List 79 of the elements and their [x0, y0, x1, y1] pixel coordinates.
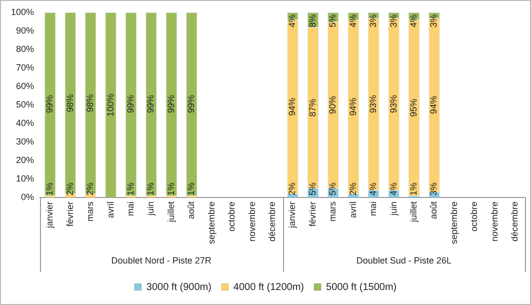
data-label: 94% — [428, 96, 439, 114]
x-tick-label: octobre — [469, 201, 480, 232]
x-tick-label: septembre — [206, 201, 216, 244]
y-tick-label: 0% — [21, 192, 34, 202]
data-label: 2% — [64, 182, 75, 196]
y-tick-label: 50% — [16, 99, 34, 110]
x-tick-label: février — [307, 201, 318, 226]
data-label: 2% — [287, 182, 298, 196]
data-label: 90% — [328, 96, 338, 114]
data-label: 94% — [348, 98, 358, 116]
data-label: 99% — [125, 95, 136, 114]
data-label: 4% — [368, 182, 378, 196]
x-tick-label: août — [186, 200, 196, 220]
y-tick-label: 80% — [16, 44, 34, 54]
x-tick-label: février — [64, 201, 75, 226]
data-label: 87% — [307, 98, 318, 117]
data-label: 100% — [105, 93, 116, 116]
data-label: 5% — [307, 182, 318, 196]
data-label: 98% — [64, 94, 75, 112]
x-tick-label: octobre — [226, 201, 237, 232]
data-label: 8% — [307, 14, 318, 28]
y-tick-label: 10% — [16, 173, 34, 184]
x-tick-label: avril — [105, 201, 116, 218]
data-label: 4% — [388, 182, 398, 196]
x-tick-label: juillet — [408, 200, 419, 223]
data-label: 3% — [368, 14, 378, 28]
y-tick-label: 70% — [16, 62, 34, 72]
data-label: 3% — [388, 14, 398, 28]
data-label: 2% — [85, 182, 96, 196]
x-tick-label: décembre — [510, 201, 520, 242]
x-tick-label: mars — [328, 200, 338, 222]
x-tick-label: août — [428, 200, 439, 220]
data-label: 1% — [146, 182, 156, 196]
x-tick-label: janvier — [44, 201, 55, 229]
y-tick-label: 20% — [16, 154, 34, 165]
legend-label: 4000 ft (1200m) — [233, 282, 304, 293]
y-tick-label: 40% — [16, 118, 34, 128]
data-label: 94% — [287, 98, 298, 116]
y-tick-label: 90% — [16, 25, 34, 36]
data-label: 4% — [287, 14, 298, 28]
data-label: 1% — [408, 182, 419, 196]
data-label: 93% — [388, 95, 398, 114]
data-label: 1% — [44, 182, 55, 196]
data-label: 99% — [166, 95, 176, 114]
x-tick-label: mai — [368, 201, 378, 216]
data-label: 1% — [166, 182, 176, 196]
text: Doublet Sud - Piste 26L — [356, 255, 452, 266]
y-tick-label: 100% — [10, 6, 34, 17]
data-label: 4% — [408, 14, 419, 28]
data-label: 98% — [85, 94, 96, 112]
data-label: 99% — [44, 95, 55, 114]
x-tick-label: avril — [348, 201, 358, 218]
data-label: 5% — [328, 182, 338, 196]
x-tick-label: décembre — [267, 201, 277, 242]
x-tick-label: mars — [85, 200, 96, 222]
data-label: 3% — [428, 14, 439, 28]
x-tick-label: novembre — [489, 201, 500, 242]
legend-label: 3000 ft (900m) — [146, 282, 212, 293]
text: Doublet Nord - Piste 27R — [111, 255, 212, 266]
data-label: 95% — [408, 98, 419, 117]
x-tick-label: novembre — [246, 201, 257, 242]
y-tick-label: 60% — [16, 80, 34, 91]
data-label: 5% — [328, 14, 338, 28]
data-label: 2% — [348, 182, 358, 196]
data-label: 1% — [186, 182, 196, 196]
data-label: 4% — [348, 14, 358, 28]
x-tick-label: septembre — [448, 201, 459, 244]
data-label: 99% — [186, 95, 196, 114]
legend-label: 5000 ft (1500m) — [326, 282, 397, 293]
data-label: 99% — [146, 95, 156, 114]
x-tick-label: juillet — [166, 200, 176, 223]
data-label: 1% — [125, 182, 136, 196]
x-tick-label: mai — [125, 201, 136, 216]
x-tick-label: juin — [146, 201, 156, 216]
data-label: 93% — [368, 95, 378, 114]
x-tick-label: juin — [388, 201, 398, 216]
x-tick-label: janvier — [287, 201, 298, 229]
y-tick-label: 30% — [16, 136, 34, 146]
data-label: 3% — [428, 182, 439, 196]
